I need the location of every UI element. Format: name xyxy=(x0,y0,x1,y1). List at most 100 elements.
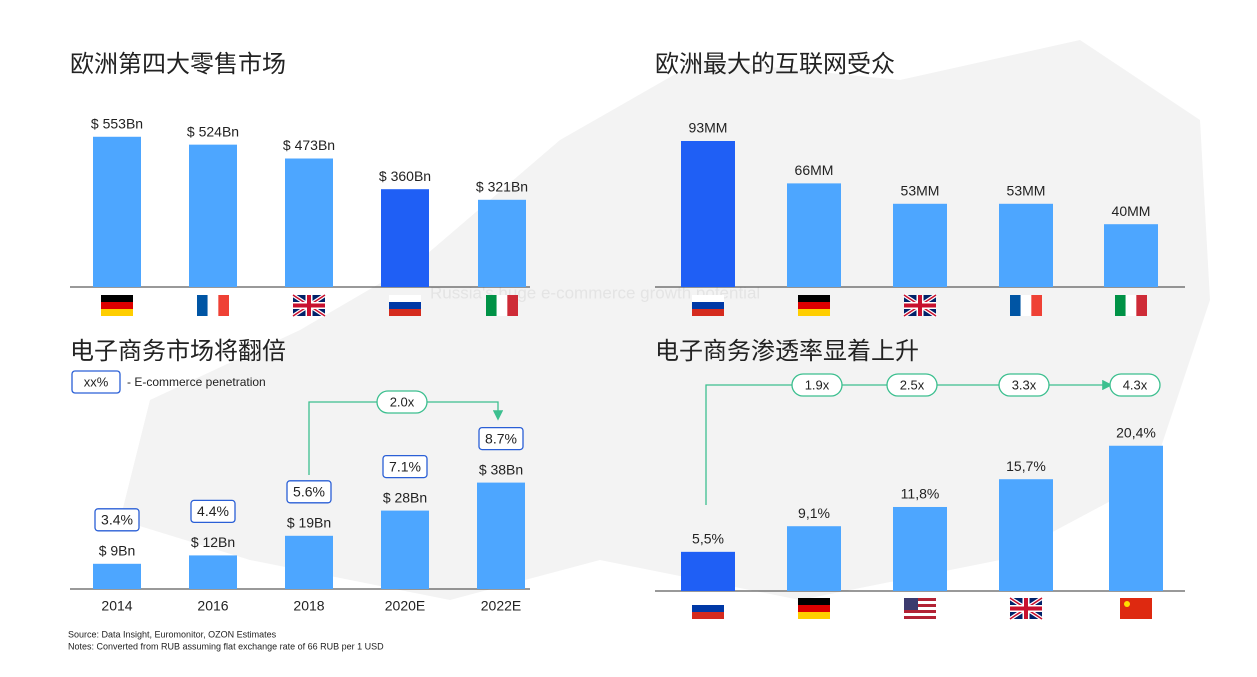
bar xyxy=(477,482,525,589)
x-tick-label: 2022E xyxy=(481,598,521,614)
penetration-label: 4.4% xyxy=(197,503,229,519)
bar xyxy=(381,510,429,589)
value-label: $ 473Bn xyxy=(283,137,335,153)
flag-part xyxy=(692,612,724,619)
x-tick-label: 2020E xyxy=(385,598,425,614)
flag-part xyxy=(197,295,208,316)
flag-part xyxy=(1125,295,1137,316)
bar xyxy=(189,144,237,287)
flag-part xyxy=(798,598,830,605)
bar xyxy=(681,140,735,287)
chart-title: 欧洲第四大零售市场 xyxy=(70,50,286,78)
bar xyxy=(893,506,947,591)
bar xyxy=(999,479,1053,591)
flag-part xyxy=(101,295,133,302)
bar xyxy=(381,189,429,287)
source: Source: Data Insight, Euromonitor, OZON … xyxy=(68,629,277,639)
annotation: 3.3x xyxy=(1012,377,1037,392)
bar xyxy=(189,555,237,589)
flag-part xyxy=(904,607,936,610)
flag-part xyxy=(692,309,724,316)
bar xyxy=(893,203,947,287)
flag-part xyxy=(692,598,724,605)
connector xyxy=(705,379,1113,505)
chart-title: 欧洲最大的互联网受众 xyxy=(655,50,895,78)
value-label: 53MM xyxy=(901,182,940,198)
flag-part xyxy=(496,295,508,316)
bar xyxy=(285,535,333,589)
value-label: $ 28Bn xyxy=(383,489,427,505)
flag-part xyxy=(904,610,936,613)
chart-title: 电子商务渗透率显着上升 xyxy=(655,337,919,365)
flag-part xyxy=(798,612,830,619)
bar xyxy=(285,158,333,287)
flag-part xyxy=(904,604,936,607)
legend-marker: xx% xyxy=(84,374,109,389)
bar xyxy=(787,526,841,591)
flag-part xyxy=(798,605,830,612)
value-label: $ 19Bn xyxy=(287,515,331,531)
value-label: 93MM xyxy=(689,120,728,136)
value-label: 15,7% xyxy=(1006,458,1046,474)
value-label: $ 360Bn xyxy=(379,168,431,184)
annotation-pill xyxy=(791,373,843,397)
value-label: 5,5% xyxy=(692,531,724,547)
flag-part xyxy=(904,598,918,610)
flag-part xyxy=(1020,295,1032,316)
flag-part xyxy=(1136,295,1147,316)
value-label: $ 524Bn xyxy=(187,123,239,139)
flag-part xyxy=(486,295,497,316)
annotation: 1.9x xyxy=(805,377,830,392)
notes: Notes: Converted from RUB assuming flat … xyxy=(68,641,384,651)
value-label: $ 553Bn xyxy=(91,115,143,131)
legend-text: - E-commerce penetration xyxy=(127,375,266,389)
flag-part xyxy=(1124,601,1130,607)
penetration-box xyxy=(94,508,140,532)
flag-part xyxy=(1010,295,1021,316)
value-label: 20,4% xyxy=(1116,424,1156,440)
value-label: 11,8% xyxy=(901,486,940,502)
flag-part xyxy=(1115,295,1126,316)
flag-part xyxy=(904,303,936,308)
flag-part xyxy=(1010,606,1042,611)
flag-part xyxy=(692,302,724,309)
annotation: 4.3x xyxy=(1123,377,1148,392)
value-label: 66MM xyxy=(795,162,834,178)
flag-part xyxy=(389,295,421,302)
annotation-pill xyxy=(1109,373,1161,397)
value-label: $ 12Bn xyxy=(191,534,235,550)
bar xyxy=(1109,445,1163,591)
flag-part xyxy=(507,295,518,316)
legend-box xyxy=(71,370,121,394)
bar xyxy=(999,203,1053,287)
annotation-pill xyxy=(998,373,1050,397)
flag-part xyxy=(101,309,133,316)
flag-part xyxy=(1120,598,1152,619)
bar xyxy=(478,199,526,287)
penetration-label: 5.6% xyxy=(293,484,325,500)
value-label: 53MM xyxy=(1007,182,1046,198)
penetration-box xyxy=(382,454,428,479)
flag-part xyxy=(904,601,936,604)
value-label: $ 9Bn xyxy=(99,543,136,559)
value-label: 9,1% xyxy=(798,505,830,521)
flag-part xyxy=(207,295,219,316)
flag-part xyxy=(692,605,724,612)
annotation: 2.0x xyxy=(390,394,415,409)
value-label: 40MM xyxy=(1112,203,1151,219)
flag-part xyxy=(692,295,724,302)
flag-part xyxy=(904,616,936,619)
bar xyxy=(93,136,141,287)
bar xyxy=(1104,224,1158,287)
flag-part xyxy=(904,598,936,601)
x-tick-label: 2016 xyxy=(197,598,228,614)
penetration-box xyxy=(190,499,236,524)
bar xyxy=(93,563,141,589)
flag-part xyxy=(101,302,133,309)
flag-part xyxy=(798,295,830,302)
annotation-pill xyxy=(376,390,428,414)
annotation: 2.5x xyxy=(900,377,925,392)
annotation-pill xyxy=(886,373,938,397)
